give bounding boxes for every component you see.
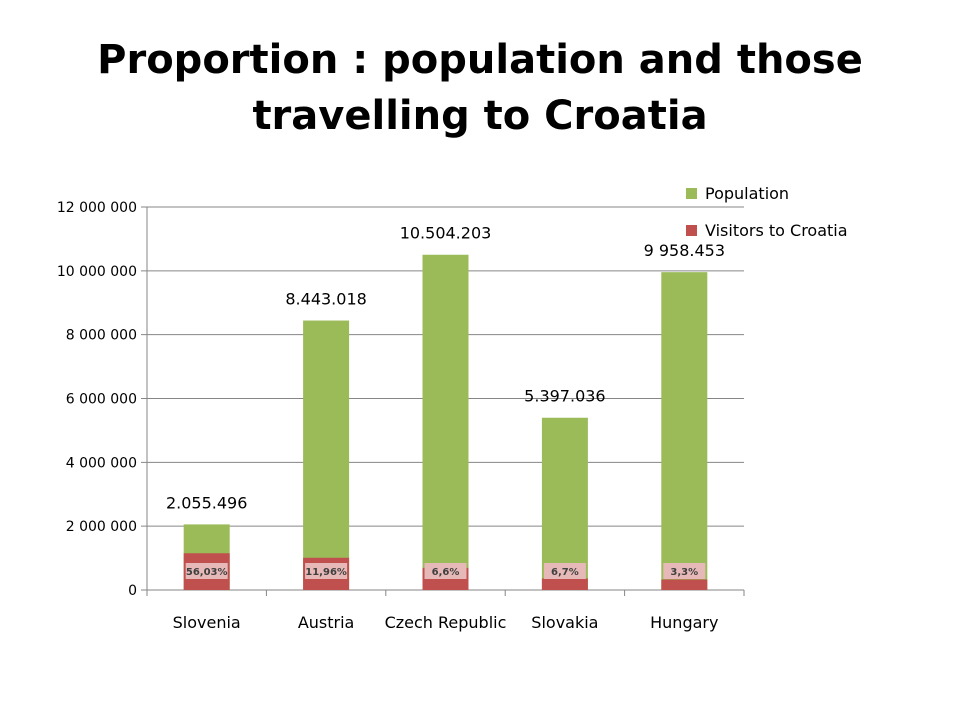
x-category-label: Czech Republic bbox=[385, 613, 507, 632]
population-bar bbox=[303, 320, 350, 590]
population-bar bbox=[661, 272, 708, 590]
chart-title: Proportion : population and those travel… bbox=[97, 37, 863, 139]
percent-label-box bbox=[663, 563, 706, 579]
y-tick-label: 0 bbox=[128, 583, 137, 599]
population-bar bbox=[541, 417, 588, 590]
visitors-bar bbox=[541, 578, 588, 590]
percent-label: 56,03% bbox=[186, 567, 228, 578]
x-axis: Slovenia Austria Czech Republic Slovakia Hun… bbox=[146, 589, 745, 632]
data-labels: 56,03% 2.055.496 11,96% 8.443.018 6,6% 10.504… bbox=[166, 224, 725, 578]
y-tick-label: 4 000 000 bbox=[66, 455, 137, 471]
x-category-label: Austria bbox=[298, 613, 355, 632]
legend-label: Visitors to Croatia bbox=[705, 221, 848, 240]
legend-swatch bbox=[686, 188, 697, 199]
visitors-bar bbox=[661, 579, 708, 590]
legend: Population Visitors to Croatia bbox=[686, 184, 848, 240]
percent-label-box bbox=[305, 563, 348, 579]
x-category-label: Hungary bbox=[650, 613, 718, 632]
y-tick-label: 2 000 000 bbox=[66, 519, 137, 535]
population-bar bbox=[422, 254, 469, 591]
population-value-label: 5.397.036 bbox=[524, 387, 605, 406]
legend-swatch bbox=[686, 225, 697, 236]
percent-label: 11,96% bbox=[305, 567, 347, 578]
x-category-label: Slovenia bbox=[173, 613, 241, 632]
percent-label: 6,6% bbox=[432, 567, 460, 578]
percent-label-box bbox=[543, 563, 586, 579]
y-tick-label: 8 000 000 bbox=[66, 328, 137, 344]
y-tick-label: 12 000 000 bbox=[57, 200, 137, 216]
percent-label: 3,3% bbox=[670, 567, 698, 578]
bars bbox=[183, 254, 708, 591]
percent-label-box bbox=[185, 563, 228, 579]
y-tick-label: 6 000 000 bbox=[66, 392, 137, 408]
population-value-label: 2.055.496 bbox=[166, 493, 247, 512]
legend-label: Population bbox=[705, 184, 789, 203]
population-value-label: 10.504.203 bbox=[400, 224, 492, 243]
x-category-label: Slovakia bbox=[531, 613, 598, 632]
y-axis: 0 2 000 000 4 000 000 6 000 000 8 000 000 10 … bbox=[57, 200, 148, 599]
y-tick-label: 10 000 000 bbox=[57, 264, 137, 280]
population-value-label: 8.443.018 bbox=[285, 290, 366, 309]
percent-label: 6,7% bbox=[551, 567, 579, 578]
percent-label-box bbox=[424, 563, 467, 579]
population-value-label: 9 958.453 bbox=[644, 241, 725, 260]
